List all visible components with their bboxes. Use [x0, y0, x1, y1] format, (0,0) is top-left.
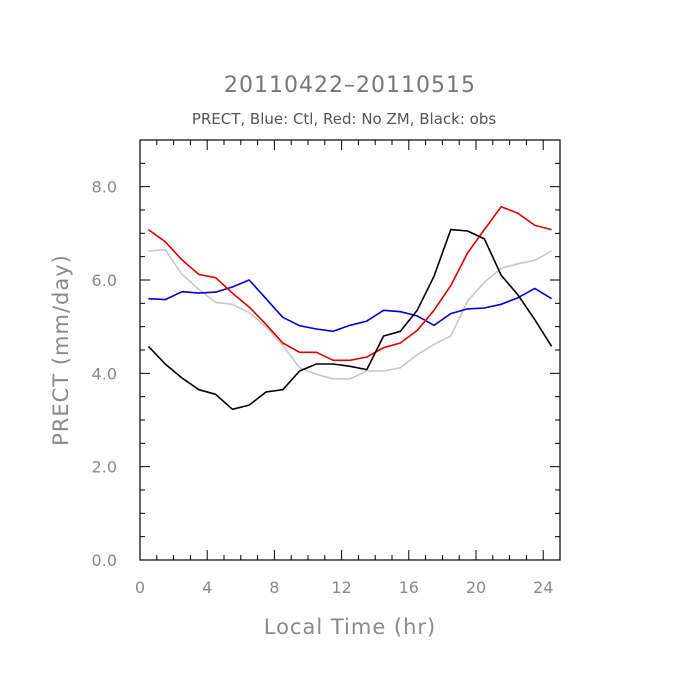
- chart-subtitle: PRECT, Blue: Ctl, Red: No ZM, Black: obs: [192, 110, 497, 128]
- y-tick-label: 6.0: [92, 271, 117, 290]
- y-tick-label: 8.0: [92, 178, 117, 197]
- plot-frame: [139, 139, 561, 561]
- x-tick-label: 24: [533, 578, 553, 597]
- x-tick-label: 20: [466, 578, 486, 597]
- y-tick-labels: 0.0 2.0 4.0 6.0 8.0: [92, 178, 117, 570]
- series-line-black: [147, 228, 553, 411]
- series-line-red: [147, 205, 552, 362]
- y-tick-label: 0.0: [92, 551, 117, 570]
- y-tick-label: 2.0: [92, 458, 117, 477]
- x-tick-label: 0: [135, 578, 145, 597]
- chart-title: 20110422–20110515: [224, 73, 476, 98]
- series-line-gray: [148, 248, 552, 380]
- axis-ticks: [139, 139, 561, 561]
- y-tick-label: 4.0: [92, 364, 117, 383]
- x-axis-label: Local Time (hr): [264, 615, 437, 639]
- x-tick-labels: 0 4 8 12 16 20 24: [135, 578, 553, 597]
- series-lines: [147, 205, 553, 411]
- x-tick-label: 16: [399, 578, 419, 597]
- x-tick-label: 4: [202, 578, 212, 597]
- series-line-blue: [148, 279, 553, 333]
- x-tick-label: 8: [269, 578, 279, 597]
- y-axis-label: PRECT (mm/day): [49, 254, 73, 446]
- x-tick-label: 12: [331, 578, 351, 597]
